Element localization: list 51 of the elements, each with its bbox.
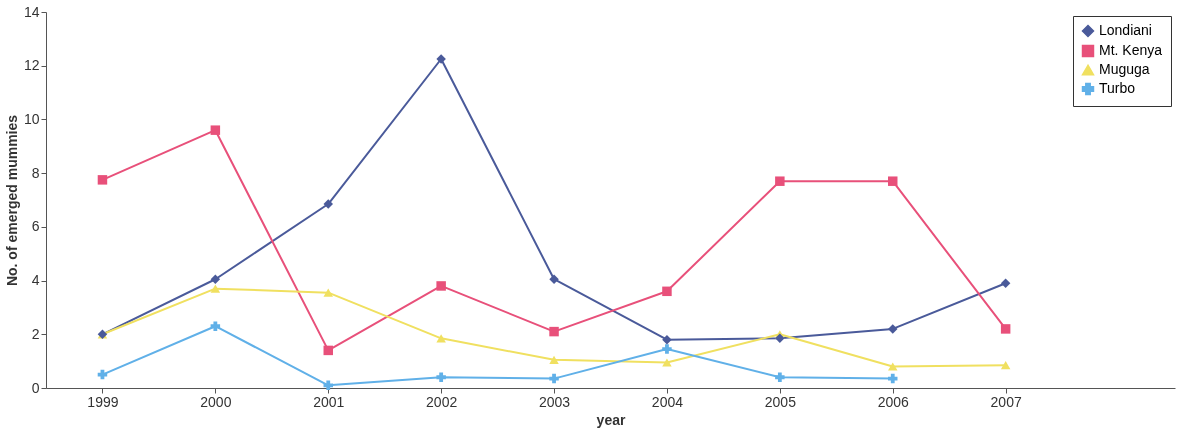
point (549, 373, 559, 384)
x-tick-label: 2003 (538, 393, 571, 410)
point (549, 326, 559, 337)
point (1000, 361, 1011, 370)
point (888, 324, 898, 334)
point (436, 281, 446, 291)
legend-label: Mt. Kenya (1099, 42, 1163, 58)
y-tick-label: 4 (31, 272, 40, 289)
y-tick-label: 12 (23, 57, 40, 74)
point (210, 274, 221, 284)
point (549, 355, 559, 364)
point (323, 345, 333, 356)
x-tick-label: 1999 (87, 393, 119, 410)
point (662, 286, 672, 297)
x-tick-label: 2001 (313, 393, 345, 410)
point (662, 344, 672, 354)
x-tick-label: 2002 (426, 393, 458, 410)
x-tick-label: 2005 (764, 393, 797, 410)
x-tick-label: 2007 (990, 393, 1022, 410)
point (662, 358, 672, 367)
x-tick-label: 2000 (200, 393, 232, 410)
point (323, 380, 333, 391)
y-axis-title: No. of emerged mummies (3, 114, 20, 287)
legend-label: Turbo (1099, 80, 1136, 96)
point (775, 333, 785, 344)
point (97, 175, 108, 185)
point (210, 284, 221, 293)
point (888, 176, 898, 186)
point (210, 125, 221, 135)
legend-label: Londiani (1099, 22, 1152, 38)
x-tick-label: 2006 (877, 393, 910, 410)
point (549, 274, 559, 284)
point (775, 372, 785, 382)
point (323, 199, 333, 209)
x-tick-label: 2004 (651, 393, 684, 410)
x-axis-title: year (596, 411, 626, 428)
y-tick-label: 8 (31, 164, 40, 181)
point (775, 176, 785, 186)
point (662, 334, 672, 345)
y-tick-label: 2 (31, 325, 40, 342)
point (323, 288, 333, 297)
point (210, 321, 221, 331)
point (1000, 278, 1011, 288)
point (888, 362, 898, 371)
y-tick-label: 10 (23, 110, 40, 127)
point (1000, 324, 1011, 334)
y-tick-label: 14 (23, 3, 40, 20)
point (436, 372, 446, 382)
y-tick-label: 6 (31, 218, 40, 235)
y-tick-label: 0 (31, 379, 40, 396)
legend-label: Muguga (1099, 61, 1150, 77)
